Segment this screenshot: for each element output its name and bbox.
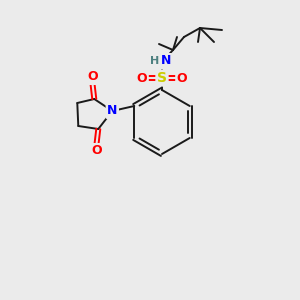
Text: N: N — [161, 55, 171, 68]
Text: O: O — [91, 145, 102, 158]
Text: O: O — [87, 70, 98, 83]
Text: H: H — [150, 56, 160, 66]
Text: O: O — [177, 71, 187, 85]
Text: O: O — [137, 71, 147, 85]
Text: N: N — [107, 104, 118, 118]
Text: S: S — [157, 71, 167, 85]
